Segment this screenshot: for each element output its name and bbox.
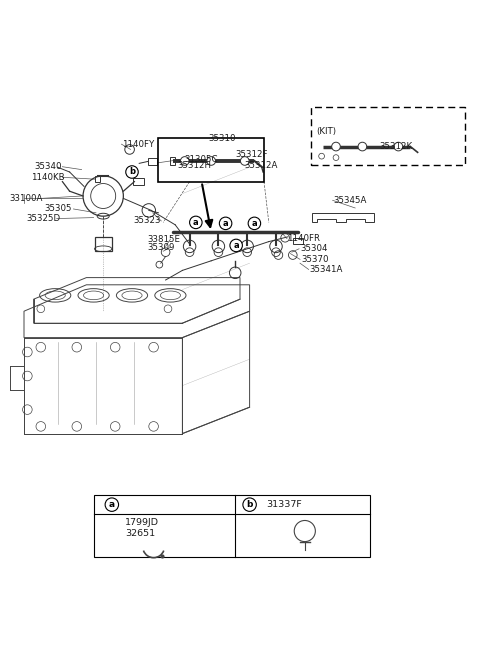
Text: 33100A: 33100A <box>10 194 43 203</box>
Bar <box>158 138 264 182</box>
Bar <box>170 157 175 165</box>
Text: a: a <box>193 218 199 227</box>
Text: (KIT): (KIT) <box>316 127 336 136</box>
Text: 35310: 35310 <box>209 134 236 143</box>
Text: b: b <box>246 500 253 509</box>
Circle shape <box>358 142 367 151</box>
Text: a: a <box>223 219 228 228</box>
Text: 35323: 35323 <box>133 216 161 226</box>
Circle shape <box>394 142 403 151</box>
Bar <box>133 178 144 186</box>
Text: 35345A: 35345A <box>334 196 367 205</box>
Text: b: b <box>129 167 135 176</box>
Circle shape <box>126 166 138 178</box>
Text: 31305C: 31305C <box>185 155 218 163</box>
Text: 35341A: 35341A <box>310 265 343 274</box>
Text: 35312A: 35312A <box>245 161 278 171</box>
Circle shape <box>105 498 119 512</box>
Text: 35370: 35370 <box>301 255 328 264</box>
Text: 1140FY: 1140FY <box>122 140 155 149</box>
Text: 1799JD: 1799JD <box>125 518 159 527</box>
Text: 35312F: 35312F <box>235 150 268 159</box>
Text: 35312H: 35312H <box>178 161 212 171</box>
Text: a: a <box>233 241 239 250</box>
Text: 31337F: 31337F <box>266 500 302 509</box>
Circle shape <box>219 217 232 230</box>
Text: 35325D: 35325D <box>26 214 60 223</box>
Bar <box>95 176 100 182</box>
Circle shape <box>180 157 189 165</box>
Circle shape <box>248 217 261 230</box>
Bar <box>94 495 370 558</box>
Bar <box>311 107 465 165</box>
Text: 33815E: 33815E <box>148 235 181 243</box>
Text: 1140KB: 1140KB <box>31 173 64 182</box>
Circle shape <box>243 498 256 512</box>
Text: 35312K: 35312K <box>379 142 412 151</box>
Text: 35340: 35340 <box>35 162 62 171</box>
Text: 35305: 35305 <box>44 205 72 213</box>
Bar <box>293 238 303 244</box>
Circle shape <box>207 157 216 165</box>
Text: 35304: 35304 <box>300 244 327 253</box>
Circle shape <box>190 216 202 229</box>
Bar <box>95 237 112 251</box>
Text: 35309: 35309 <box>148 243 175 252</box>
Circle shape <box>332 142 340 151</box>
Text: a: a <box>109 500 115 509</box>
Circle shape <box>230 239 242 252</box>
Circle shape <box>240 157 249 165</box>
Bar <box>148 158 157 165</box>
Text: 1140FR: 1140FR <box>287 234 320 243</box>
Text: a: a <box>252 219 257 228</box>
Text: 32651: 32651 <box>125 529 155 538</box>
